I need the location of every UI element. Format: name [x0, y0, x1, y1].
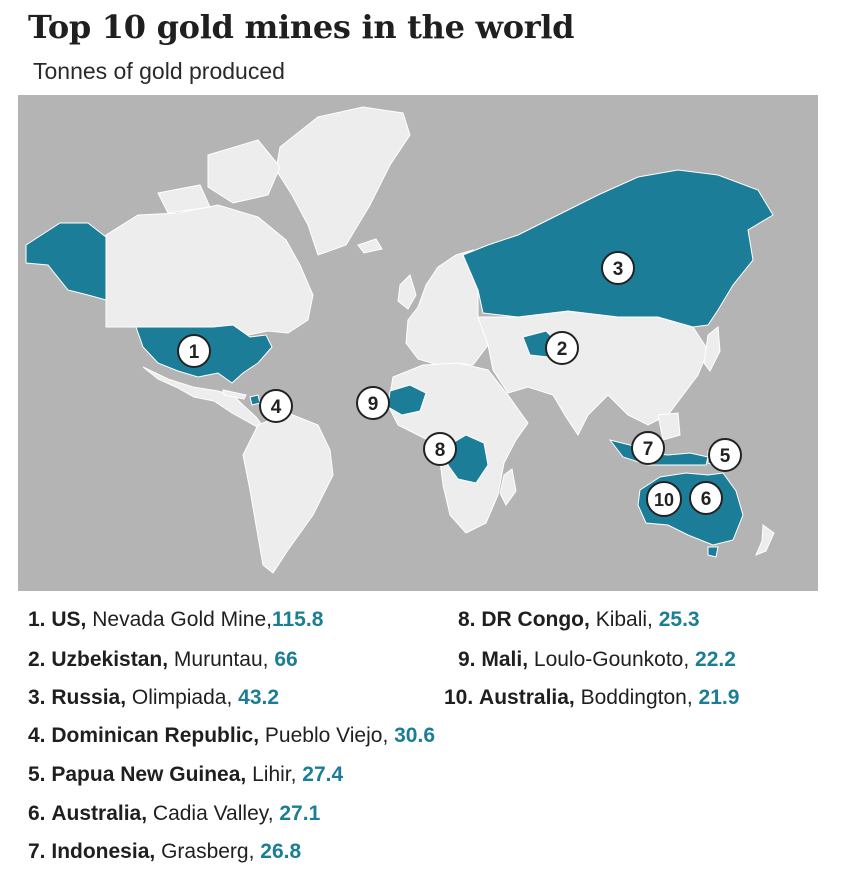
marker-4-label: 4	[271, 397, 282, 418]
legend-country: Russia,	[51, 686, 127, 709]
marker-2-label: 2	[557, 339, 568, 360]
legend-country: Mali,	[481, 648, 529, 671]
marker-2: 2	[545, 331, 579, 365]
marker-9-label: 9	[368, 394, 379, 415]
marker-1-label: 1	[189, 342, 200, 363]
marker-5-label: 5	[720, 446, 731, 467]
uk-ireland	[397, 274, 417, 310]
legend-mine: Kibali,	[595, 608, 653, 631]
marker-1: 1	[177, 334, 211, 368]
legend-rank: 3.	[28, 686, 46, 709]
legend-item-4: 4. Dominican Republic, Pueblo Viejo, 30.…	[28, 724, 435, 748]
legend-item-8: 8. DR Congo, Kibali, 25.3	[458, 608, 700, 632]
marker-3: 3	[601, 251, 635, 285]
country-tasmania	[707, 546, 719, 558]
legend-rank: 7.	[28, 840, 46, 863]
legend-item-2: 2. Uzbekistan, Muruntau, 66	[28, 648, 298, 672]
legend-rank: 6.	[28, 802, 46, 825]
legend-mine: Grasberg,	[161, 840, 255, 863]
caribbean-islands	[222, 389, 247, 400]
legend-country: Papua New Guinea,	[51, 763, 247, 786]
marker-7: 7	[631, 431, 665, 465]
legend-value: 21.9	[698, 686, 740, 709]
page-title: Top 10 gold mines in the world	[28, 8, 575, 46]
legend-value: 27.4	[302, 763, 344, 786]
legend-value: 66	[274, 648, 298, 671]
country-russia	[462, 169, 774, 328]
marker-6: 6	[689, 481, 723, 515]
legend-mine: Muruntau,	[173, 648, 269, 671]
legend-mine: Boddington,	[580, 686, 693, 709]
arctic-islands	[157, 139, 281, 214]
legend-country: US,	[51, 608, 87, 631]
legend-item-10: 10. Australia, Boddington, 21.9	[444, 686, 739, 710]
legend-value: 26.8	[260, 840, 302, 863]
marker-9: 9	[356, 386, 390, 420]
page-subtitle: Tonnes of gold produced	[33, 58, 285, 84]
south-america-landmass	[242, 412, 334, 574]
marker-4: 4	[259, 389, 293, 423]
legend-country: Dominican Republic,	[51, 724, 260, 747]
legend-value: 30.6	[394, 724, 435, 747]
southeast-asia-islands	[657, 412, 681, 441]
marker-5: 5	[708, 438, 742, 472]
legend-rank: 5.	[28, 763, 46, 786]
legend-item-6: 6. Australia, Cadia Valley, 27.1	[28, 802, 320, 826]
new-zealand	[755, 524, 775, 556]
legend-item-9: 9. Mali, Loulo-Gounkoto, 22.2	[458, 648, 736, 672]
legend-item-5: 5. Papua New Guinea, Lihir, 27.4	[28, 763, 343, 787]
marker-10: 10	[646, 481, 682, 517]
legend-item-3: 3. Russia, Olimpiada, 43.2	[28, 686, 279, 710]
legend-value: 22.2	[695, 648, 736, 671]
marker-7-label: 7	[643, 439, 654, 460]
legend-value: 25.3	[658, 608, 700, 631]
marker-3-label: 3	[613, 259, 624, 280]
marker-10-label: 10	[654, 490, 674, 510]
legend-country: Uzbekistan,	[51, 648, 169, 671]
legend-country: Australia,	[51, 802, 148, 825]
marker-8-label: 8	[435, 440, 446, 461]
world-map: 1 2 3 4 5 6 7 8	[18, 95, 818, 591]
legend-item-1: 1. US, Nevada Gold Mine,115.8	[28, 608, 323, 632]
greenland-landmass	[275, 106, 411, 256]
madagascar	[499, 468, 517, 506]
legend-rank: 1.	[28, 608, 46, 631]
legend-item-7: 7. Indonesia, Grasberg, 26.8	[28, 840, 301, 864]
legend-mine: Lihir,	[252, 763, 297, 786]
legend-rank: 8.	[458, 608, 476, 631]
iceland	[357, 238, 383, 254]
legend-country: Indonesia,	[51, 840, 156, 863]
legend-value: 27.1	[279, 802, 321, 825]
country-alaska	[25, 222, 107, 301]
legend-mine: Nevada Gold Mine,	[92, 608, 272, 631]
legend-value: 115.8	[271, 608, 324, 631]
legend-mine: Loulo-Gounkoto,	[533, 648, 690, 671]
legend-mine: Pueblo Viejo,	[264, 724, 389, 747]
legend-mine: Olimpiada,	[131, 686, 233, 709]
legend-mine: Cadia Valley,	[152, 802, 274, 825]
legend-rank: 10.	[444, 686, 474, 709]
legend-country: DR Congo,	[481, 608, 590, 631]
legend-rank: 4.	[28, 724, 46, 747]
marker-6-label: 6	[701, 489, 712, 510]
legend-rank: 2.	[28, 648, 46, 671]
legend-rank: 9.	[458, 648, 476, 671]
world-map-svg: 1 2 3 4 5 6 7 8	[18, 95, 818, 591]
legend-country: Australia,	[479, 686, 575, 709]
japan	[703, 326, 721, 372]
legend-value: 43.2	[238, 686, 280, 709]
marker-8: 8	[423, 432, 457, 466]
country-dominican-republic	[249, 394, 261, 406]
